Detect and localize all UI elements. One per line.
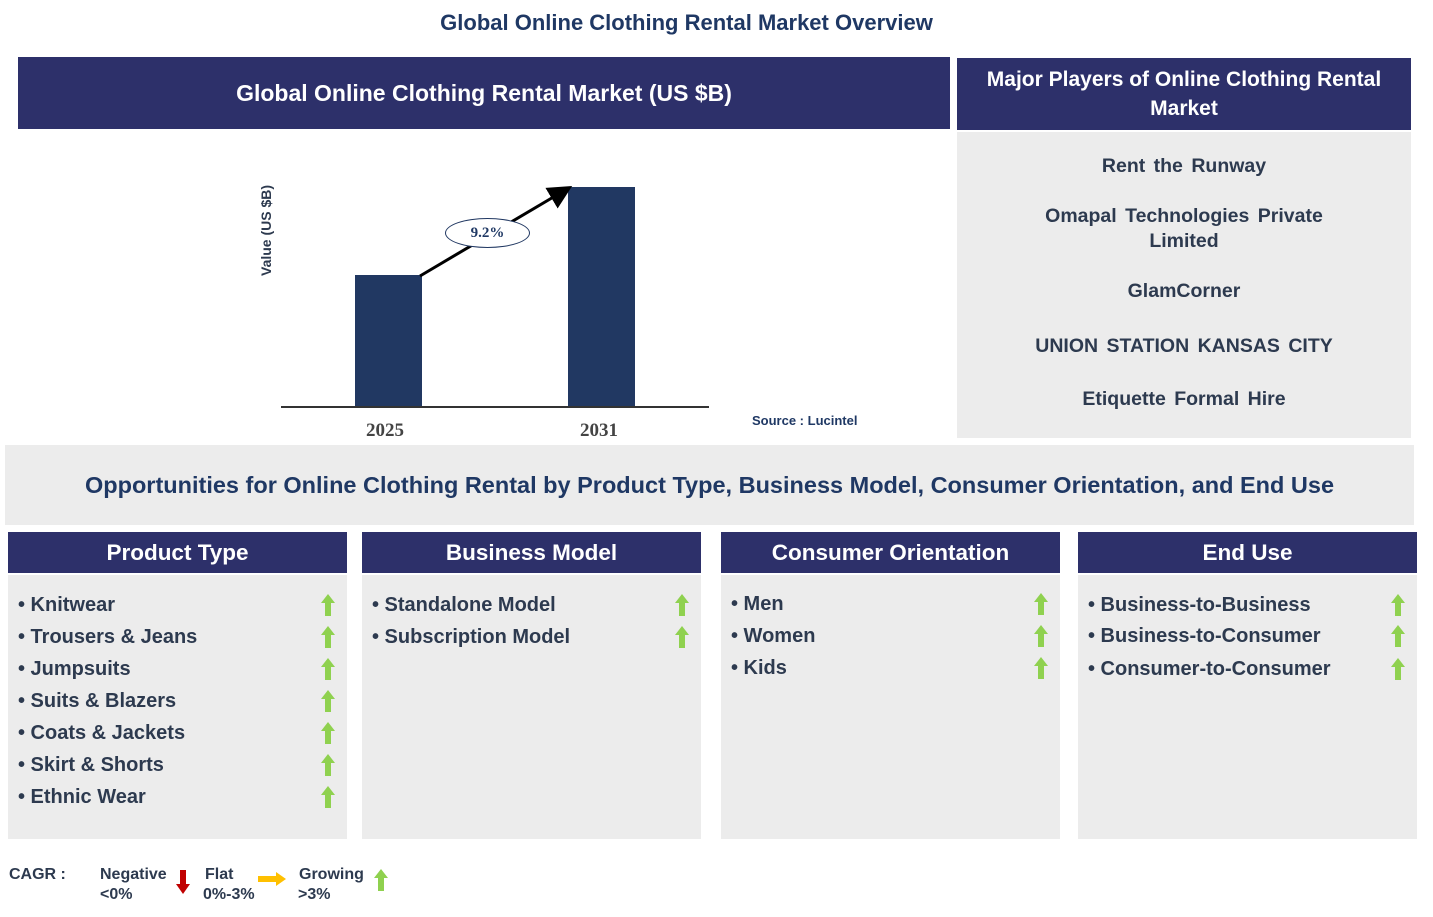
players-list: Rent the Runway Omapal Technologies Priv… [957,132,1411,438]
cagr-legend: CAGR : Negative <0% Flat 0%-3% Growing >… [0,860,420,910]
x-tick-2025: 2025 [366,420,404,441]
legend-negative-range: <0% [100,886,133,903]
players-panel-header: Major Players of Online Clothing Rental … [957,58,1411,130]
legend-growing-name: Growing [299,866,364,883]
growing-arrow-icon [675,626,689,648]
chart-panel-header: Global Online Clothing Rental Market (US… [18,57,950,129]
segment-item: • Kids [731,656,787,679]
segment-item: • Women [731,624,816,647]
growing-arrow-icon [1391,625,1405,647]
legend-flat-name: Flat [205,866,234,883]
bar-2031 [568,187,635,406]
segment-item: • Suits & Blazers [18,689,177,712]
opportunities-banner: Opportunities for Online Clothing Rental… [5,445,1414,525]
segment-item: • Ethnic Wear [18,785,146,808]
player-item: GlamCorner [1127,280,1241,302]
segment-item: • Jumpsuits [18,657,131,680]
source-label: Source : Lucintel [752,413,858,428]
legend-label: CAGR : [9,866,66,883]
x-axis-line [281,406,709,408]
player-item: Omapal Technologies Private Limited [1045,205,1323,252]
segment-item: • Standalone Model [372,593,556,616]
growing-arrow-icon [321,690,335,712]
segment-item: • Skirt & Shorts [18,753,164,776]
page-title: Global Online Clothing Rental Market Ove… [440,10,933,35]
segment-product-type: Product Type • Knitwear • Trousers & Jea… [8,532,347,839]
segment-item: • Men [731,592,784,615]
segment-item: • Subscription Model [372,625,571,648]
growing-arrow-icon [321,786,335,808]
segment-item: • Business-to-Business [1088,593,1311,616]
segment-header: End Use [1078,532,1417,575]
segment-item: • Coats & Jackets [18,721,186,744]
growing-arrow-icon [1034,657,1048,679]
y-axis-label: Value (US $B) [258,184,274,276]
segment-header: Business Model [362,532,701,575]
growing-arrow-icon [1034,593,1048,615]
segment-header: Product Type [8,532,347,575]
growing-arrow-icon [321,626,335,648]
flat-arrow-icon [258,872,286,886]
growing-arrow-icon [1391,594,1405,616]
legend-growing-range: >3% [298,886,331,903]
growing-arrow-icon [321,722,335,744]
legend-negative-name: Negative [100,866,167,883]
legend-flat-range: 0%-3% [203,886,255,903]
segment-item: • Business-to-Consumer [1088,624,1321,647]
growing-arrow-icon [321,754,335,776]
player-item: UNION STATION KANSAS CITY [1035,335,1333,357]
growing-arrow-icon [1034,625,1048,647]
segment-end-use: End Use • Business-to-Business • Busines… [1078,532,1417,839]
segment-item: • Trousers & Jeans [18,625,198,648]
x-tick-2031: 2031 [580,420,618,441]
growing-arrow-icon [1391,658,1405,680]
segment-consumer-orientation: Consumer Orientation • Men • Women • Kid… [721,532,1060,839]
cagr-bubble: 9.2% [445,218,530,248]
growing-arrow-icon [321,594,335,616]
growing-arrow-icon [675,594,689,616]
bar-2025 [355,275,422,406]
player-item: Rent the Runway [1101,155,1267,177]
growing-arrow-icon [374,869,388,895]
segment-header: Consumer Orientation [721,532,1060,575]
player-item: Etiquette Formal Hire [1082,388,1286,410]
segment-item: • Knitwear [18,593,116,616]
segment-business-model: Business Model • Standalone Model • Subs… [362,532,701,839]
segment-item: • Consumer-to-Consumer [1088,657,1331,680]
growing-arrow-icon [321,658,335,680]
negative-arrow-icon [176,870,190,894]
